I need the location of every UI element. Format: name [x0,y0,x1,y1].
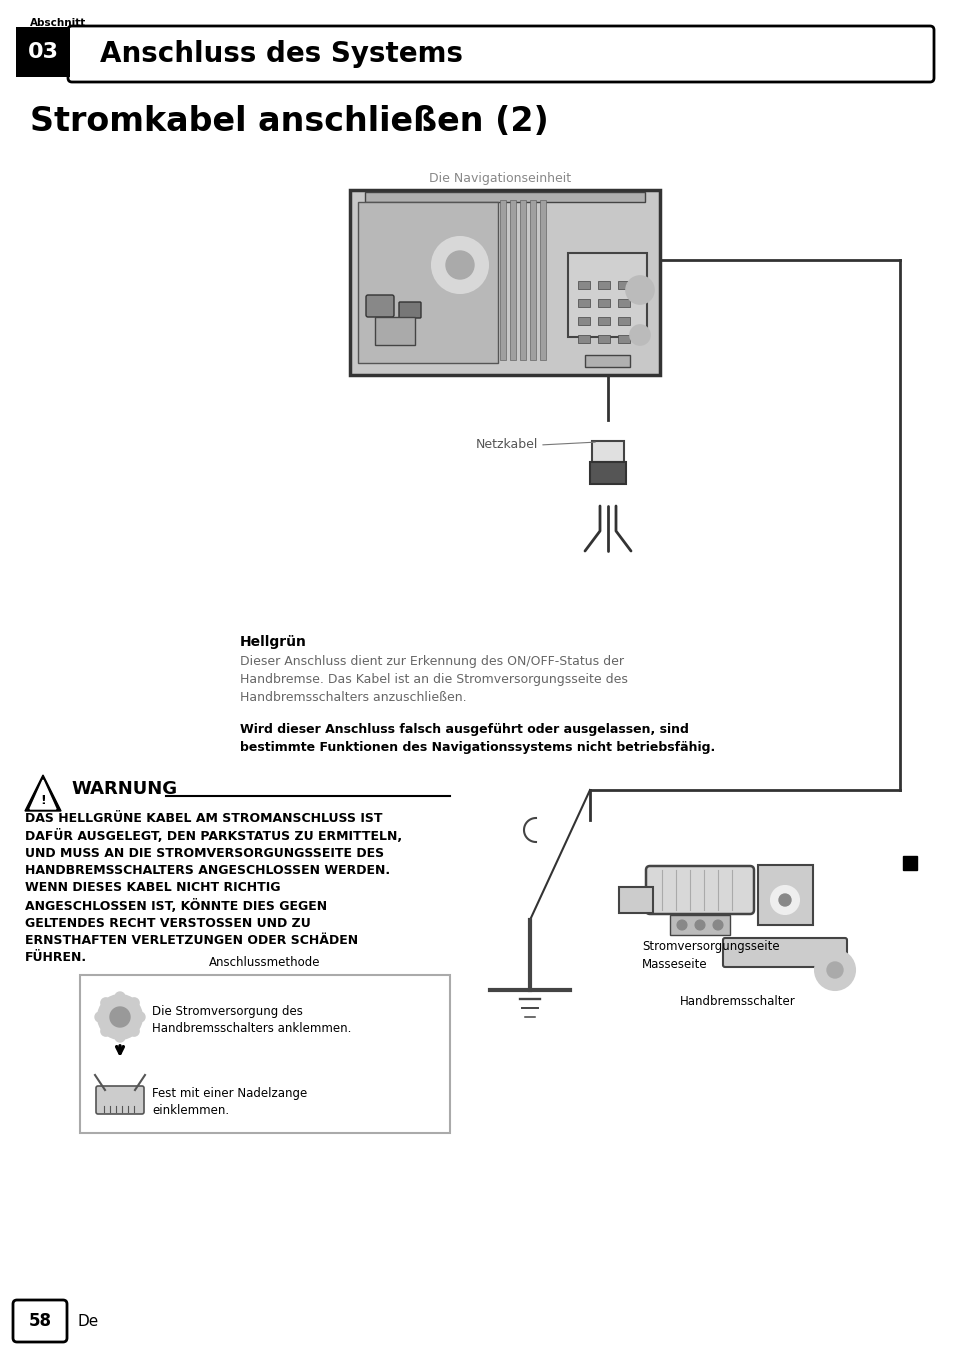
Circle shape [129,1026,139,1036]
Text: 03: 03 [28,42,58,62]
FancyBboxPatch shape [530,200,536,360]
FancyBboxPatch shape [499,200,505,360]
Bar [578,335,589,343]
FancyBboxPatch shape [80,975,450,1133]
Text: Fest mit einer Nadelzange
einklemmen.: Fest mit einer Nadelzange einklemmen. [152,1087,307,1117]
Circle shape [129,998,139,1007]
FancyBboxPatch shape [68,26,933,82]
Text: DAS HELLGRÜNE KABEL AM STROMANSCHLUSS IST
DAFÜR AUSGELEGT, DEN PARKSTATUS ZU ERM: DAS HELLGRÜNE KABEL AM STROMANSCHLUSS IS… [25,813,402,964]
Bar [598,299,609,307]
Circle shape [625,276,654,304]
Circle shape [135,1013,145,1022]
Bar [578,281,589,289]
Bar [618,335,629,343]
Text: Stromversorgungsseite: Stromversorgungsseite [641,940,779,953]
Polygon shape [25,775,61,811]
Bar [618,281,629,289]
Text: Anschluss des Systems: Anschluss des Systems [100,41,462,68]
FancyBboxPatch shape [722,938,846,967]
FancyBboxPatch shape [567,253,646,337]
FancyBboxPatch shape [669,915,729,936]
Text: 58: 58 [29,1311,51,1330]
Circle shape [677,919,686,930]
FancyBboxPatch shape [539,200,545,360]
Circle shape [101,998,111,1007]
FancyBboxPatch shape [16,27,70,77]
Text: Netzkabel: Netzkabel [476,438,537,452]
FancyBboxPatch shape [519,200,525,360]
Text: Hellgrün: Hellgrün [240,635,307,649]
Text: WARNUNG: WARNUNG [71,780,177,798]
Circle shape [432,237,488,293]
Circle shape [95,1013,105,1022]
Text: Wird dieser Anschluss falsch ausgeführt oder ausgelassen, sind
bestimmte Funktio: Wird dieser Anschluss falsch ausgeführt … [240,723,715,754]
Text: De: De [78,1314,99,1329]
FancyBboxPatch shape [96,1086,144,1114]
Circle shape [101,1026,111,1036]
Text: Dieser Anschluss dient zur Erkennung des ON/OFF-Status der
Handbremse. Das Kabel: Dieser Anschluss dient zur Erkennung des… [240,654,627,704]
FancyBboxPatch shape [902,856,916,869]
Text: Handbremsschalter: Handbremsschalter [679,995,795,1009]
FancyBboxPatch shape [357,201,497,362]
FancyBboxPatch shape [584,356,629,366]
Circle shape [712,919,722,930]
Text: Anschlussmethode: Anschlussmethode [209,956,320,969]
FancyBboxPatch shape [365,192,644,201]
Text: Masseseite: Masseseite [641,959,707,971]
FancyBboxPatch shape [592,441,623,462]
Circle shape [695,919,704,930]
Circle shape [779,894,790,906]
Circle shape [446,251,474,279]
FancyBboxPatch shape [645,867,753,914]
Circle shape [770,886,799,914]
Text: Abschnitt: Abschnitt [30,18,86,28]
Circle shape [814,950,854,990]
FancyBboxPatch shape [589,462,625,484]
Text: Die Navigationseinheit: Die Navigationseinheit [429,172,571,185]
Bar [598,281,609,289]
Bar [598,335,609,343]
Bar [578,299,589,307]
Circle shape [826,963,842,977]
Circle shape [98,995,142,1038]
FancyBboxPatch shape [398,301,420,318]
FancyBboxPatch shape [510,200,516,360]
Bar [578,316,589,324]
Text: Stromkabel anschließen (2): Stromkabel anschließen (2) [30,105,548,138]
Circle shape [629,324,649,345]
FancyBboxPatch shape [375,316,415,345]
Circle shape [110,1007,130,1028]
FancyBboxPatch shape [618,887,652,913]
Bar [618,299,629,307]
FancyBboxPatch shape [350,191,659,375]
Bar [618,316,629,324]
FancyBboxPatch shape [758,865,812,925]
FancyBboxPatch shape [13,1301,67,1343]
Polygon shape [30,780,56,808]
Text: !: ! [40,795,46,807]
FancyBboxPatch shape [366,295,394,316]
Circle shape [115,1032,125,1042]
Circle shape [115,992,125,1002]
Text: Die Stromversorgung des
Handbremsschalters anklemmen.: Die Stromversorgung des Handbremsschalte… [152,1005,351,1036]
Bar [598,316,609,324]
